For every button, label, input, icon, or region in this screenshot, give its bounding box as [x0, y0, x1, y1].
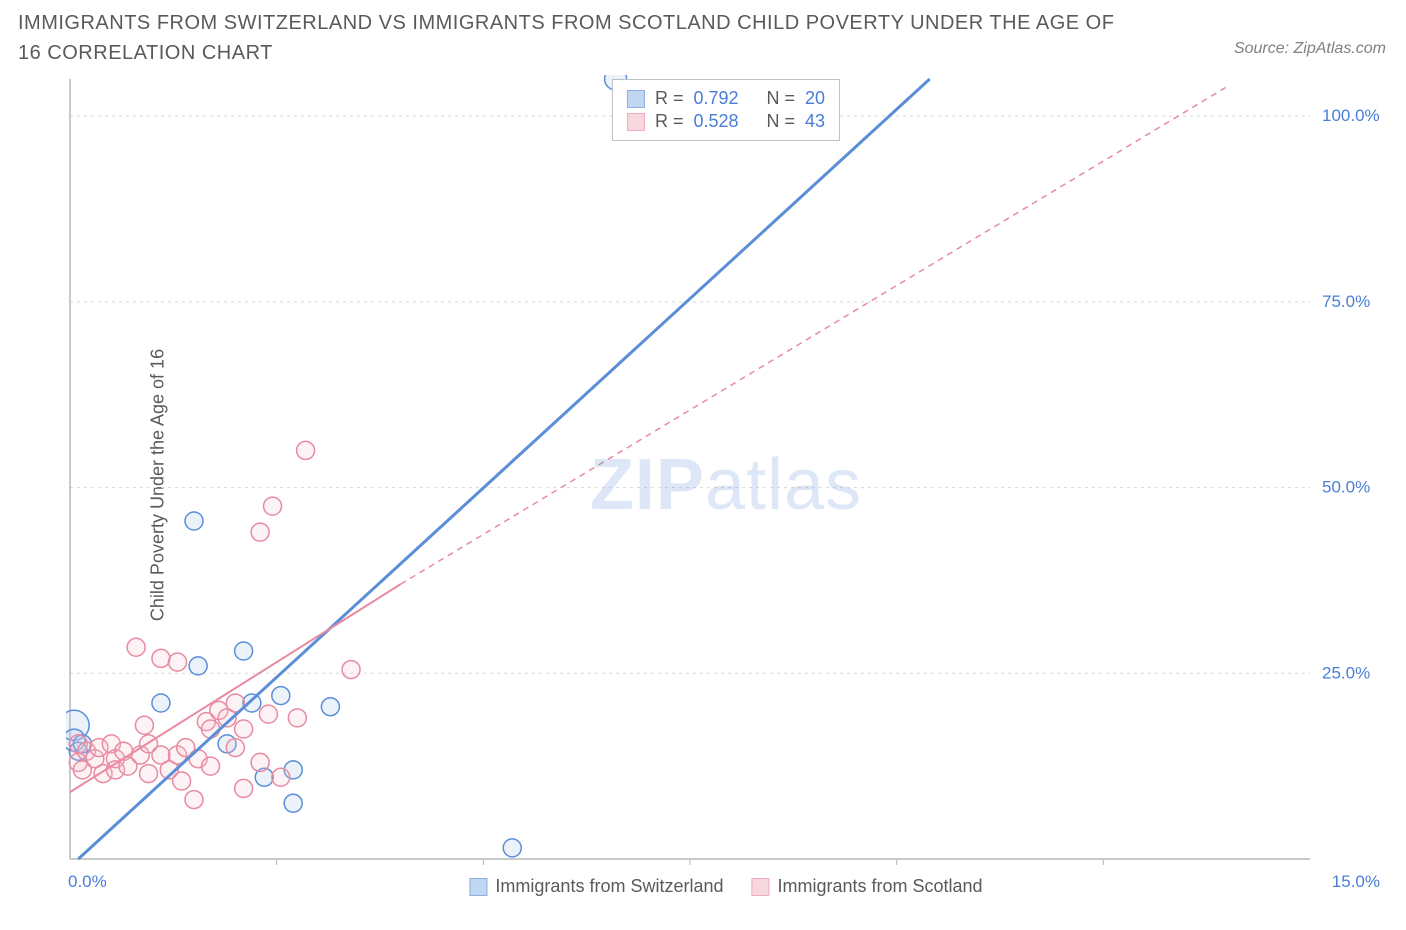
- stats-legend: R = 0.792 N = 20 R = 0.528 N = 43: [612, 79, 840, 141]
- legend-swatch: [627, 113, 645, 131]
- trend-line: [78, 79, 929, 859]
- legend-n-value: 20: [805, 88, 825, 109]
- data-point: [342, 661, 360, 679]
- data-point: [297, 441, 315, 459]
- legend-row: R = 0.792 N = 20: [627, 88, 825, 109]
- data-point: [243, 694, 261, 712]
- plot-area: 25.0%50.0%75.0%100.0%0.0%15.0% ZIPatlas …: [66, 75, 1386, 895]
- legend-n-value: 43: [805, 111, 825, 132]
- legend-swatch: [627, 90, 645, 108]
- y-tick-label: 50.0%: [1322, 478, 1370, 497]
- legend-item: Immigrants from Scotland: [751, 876, 982, 897]
- data-point: [235, 642, 253, 660]
- chart-svg: 25.0% 50.0% 75.0% 100.0% 0.0% 15.0%: [66, 75, 1386, 895]
- data-point: [202, 720, 220, 738]
- y-tick-label: 25.0%: [1322, 663, 1370, 682]
- data-point: [202, 757, 220, 775]
- legend-swatch: [469, 878, 487, 896]
- chart-container: Child Poverty Under the Age of 16 25.0%5…: [42, 75, 1386, 895]
- legend-row: R = 0.528 N = 43: [627, 111, 825, 132]
- legend-label: N =: [767, 88, 796, 109]
- y-tick-label: 100.0%: [1322, 106, 1380, 125]
- y-tick-label: 75.0%: [1322, 292, 1370, 311]
- legend-label: R =: [655, 88, 684, 109]
- chart-title: IMMIGRANTS FROM SWITZERLAND VS IMMIGRANT…: [18, 8, 1118, 68]
- data-point: [235, 720, 253, 738]
- data-point: [503, 839, 521, 857]
- legend-series-name: Immigrants from Scotland: [777, 876, 982, 897]
- trend-line: [70, 584, 401, 792]
- data-point: [226, 739, 244, 757]
- x-tick-label: 15.0%: [1332, 872, 1380, 891]
- data-point: [127, 638, 145, 656]
- x-tick-label: 0.0%: [68, 872, 107, 891]
- data-point: [189, 657, 207, 675]
- legend-swatch: [751, 878, 769, 896]
- data-point: [251, 523, 269, 541]
- data-point: [152, 694, 170, 712]
- data-point: [321, 698, 339, 716]
- data-point: [288, 709, 306, 727]
- legend-label: N =: [767, 111, 796, 132]
- legend-label: R =: [655, 111, 684, 132]
- data-point: [135, 716, 153, 734]
- data-point: [168, 653, 186, 671]
- legend-r-value: 0.528: [693, 111, 738, 132]
- data-point: [251, 753, 269, 771]
- legend-item: Immigrants from Switzerland: [469, 876, 723, 897]
- data-point: [264, 497, 282, 515]
- data-point: [140, 765, 158, 783]
- legend-series-name: Immigrants from Switzerland: [495, 876, 723, 897]
- series-legend: Immigrants from Switzerland Immigrants f…: [469, 876, 982, 897]
- data-point: [235, 779, 253, 797]
- trend-line-dashed: [401, 86, 1228, 584]
- data-point: [284, 794, 302, 812]
- data-point: [272, 687, 290, 705]
- data-point: [185, 512, 203, 530]
- source-credit: Source: ZipAtlas.com: [1234, 40, 1386, 58]
- data-point: [173, 772, 191, 790]
- legend-r-value: 0.792: [693, 88, 738, 109]
- data-point: [272, 768, 290, 786]
- data-point: [185, 791, 203, 809]
- data-point: [259, 705, 277, 723]
- data-point: [152, 649, 170, 667]
